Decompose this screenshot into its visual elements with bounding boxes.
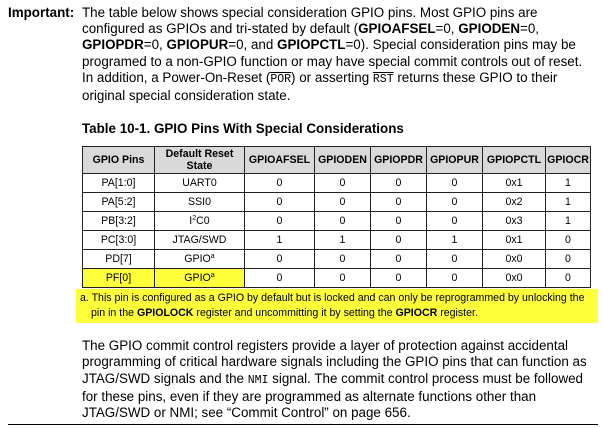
cell-pctl: 0x1 [482, 173, 546, 193]
header-gpioden: GPIODEN [314, 146, 371, 174]
cell-state-highlighted: GPIOa [154, 268, 245, 288]
cell-den: 0 [314, 173, 371, 193]
cell-state: JTAG/SWD [154, 230, 245, 250]
cell-cr: 0 [545, 249, 591, 269]
header-gpiopur: GPIOPUR [426, 146, 483, 174]
rst-signal: RST [372, 72, 394, 86]
header-gpioafsel: GPIOAFSEL [244, 146, 315, 174]
cell-cr: 1 [545, 211, 591, 231]
cell-pctl: 0x3 [482, 211, 546, 231]
header-default-reset-state: Default Reset State [154, 146, 245, 174]
bottom-divider [8, 424, 598, 425]
cell-pur: 0 [426, 192, 483, 212]
cell-state: GPIOa [154, 249, 245, 269]
cell-pin-highlighted: PF[0] [82, 268, 155, 288]
cell-den: 0 [314, 249, 371, 269]
nmi-signal: NMI [247, 373, 269, 387]
cell-pdr: 0 [370, 192, 427, 212]
cell-pctl: 0x0 [482, 268, 546, 288]
cell-pur: 0 [426, 211, 483, 231]
cell-pdr: 0 [370, 249, 427, 269]
important-text: The table below shows special considerat… [82, 5, 583, 104]
cell-pdr: 0 [370, 230, 427, 250]
cell-pin: PD[7] [82, 249, 155, 269]
cell-pin: PA[5:2] [82, 192, 155, 212]
footnote-ref: a [210, 253, 215, 260]
table-row: PB[3:2] I2C0 0 0 0 0 0x3 1 [82, 211, 591, 231]
cell-den: 0 [314, 268, 371, 288]
cell-state: SSI0 [154, 192, 245, 212]
table-row: PA[1:0] UART0 0 0 0 0 0x1 1 [82, 173, 591, 193]
header-gpio-pins: GPIO Pins [82, 146, 155, 174]
table-title: Table 10-1. GPIO Pins With Special Consi… [82, 121, 404, 136]
cell-den: 0 [314, 192, 371, 212]
cell-pur: 1 [426, 230, 483, 250]
cell-cr: 0 [545, 268, 591, 288]
por-signal: POR [270, 72, 292, 86]
commit-control-paragraph: The GPIO commit control registers provid… [82, 338, 587, 421]
cell-pur: 0 [426, 173, 483, 193]
cell-pdr: 0 [370, 173, 427, 193]
cell-pur: 0 [426, 249, 483, 269]
cell-pdr: 0 [370, 268, 427, 288]
cell-afsel: 0 [244, 192, 315, 212]
cell-pur: 0 [426, 268, 483, 288]
cell-den: 1 [314, 230, 371, 250]
cell-afsel: 0 [244, 173, 315, 193]
header-gpiocr: GPIOCR [545, 146, 591, 174]
table-row: PA[5:2] SSI0 0 0 0 0 0x2 1 [82, 192, 591, 212]
table-header-row: GPIO Pins Default Reset State GPIOAFSEL … [82, 146, 591, 174]
header-gpiopctl: GPIOPCTL [482, 146, 546, 174]
cell-pin: PC[3:0] [82, 230, 155, 250]
cell-state: UART0 [154, 173, 245, 193]
cell-state: I2C0 [154, 211, 245, 231]
gpio-special-pins-table: GPIO Pins Default Reset State GPIOAFSEL … [82, 146, 591, 288]
cell-den: 0 [314, 211, 371, 231]
footnote-ref: a [210, 272, 215, 279]
cell-afsel: 1 [244, 230, 315, 250]
header-gpiopdr: GPIOPDR [370, 146, 427, 174]
cell-pin: PB[3:2] [82, 211, 155, 231]
cell-pin: PA[1:0] [82, 173, 155, 193]
cell-cr: 1 [545, 192, 591, 212]
important-label: Important: [8, 5, 75, 20]
cell-afsel: 0 [244, 268, 315, 288]
cell-pdr: 0 [370, 211, 427, 231]
table-row: PD[7] GPIOa 0 0 0 0 0x0 0 [82, 249, 591, 269]
cell-pctl: 0x2 [482, 192, 546, 212]
cell-cr: 1 [545, 173, 591, 193]
cell-pctl: 0x1 [482, 230, 546, 250]
cell-afsel: 0 [244, 249, 315, 269]
cell-pctl: 0x0 [482, 249, 546, 269]
table-row: PF[0] GPIOa 0 0 0 0 0x0 0 [82, 268, 591, 288]
cell-cr: 0 [545, 230, 591, 250]
important-note: Important: The table below shows special… [8, 5, 598, 104]
cell-afsel: 0 [244, 211, 315, 231]
table-footnote: a. This pin is configured as a GPIO by d… [76, 289, 598, 323]
table-row: PC[3:0] JTAG/SWD 1 1 0 1 0x1 0 [82, 230, 591, 250]
